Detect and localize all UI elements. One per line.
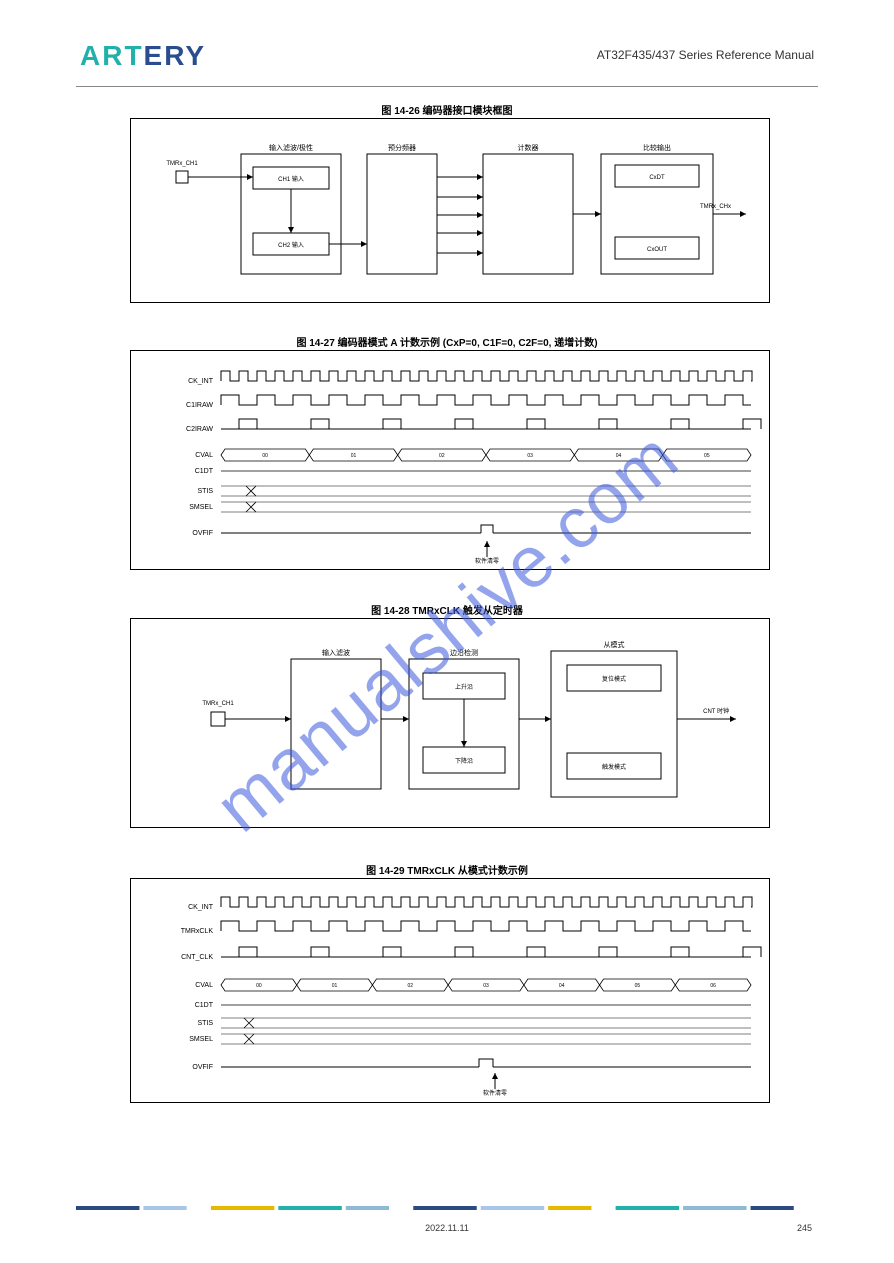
svg-text:05: 05 [635, 983, 641, 989]
svg-text:TMRx_CHx: TMRx_CHx [700, 204, 731, 210]
svg-text:03: 03 [527, 453, 533, 459]
svg-text:边沿检测: 边沿检测 [450, 648, 478, 657]
svg-text:C1IRAW: C1IRAW [186, 402, 213, 409]
svg-text:CxDT: CxDT [649, 175, 665, 181]
svg-text:03: 03 [483, 983, 489, 989]
logo-left: ART [80, 40, 144, 71]
svg-text:04: 04 [559, 983, 565, 989]
header-rule [76, 86, 818, 87]
brand-logo: ARTERY [80, 40, 206, 72]
doc-title: AT32F435/437 Series Reference Manual [597, 48, 814, 62]
svg-text:01: 01 [332, 983, 338, 989]
svg-text:STIS: STIS [197, 1020, 213, 1027]
svg-text:STIS: STIS [197, 488, 213, 495]
svg-text:CH2 输入: CH2 输入 [278, 241, 304, 249]
caption-block1: 图 14-26 编码器接口模块框图 [0, 102, 894, 117]
svg-text:CK_INT: CK_INT [188, 904, 214, 911]
caption-timing1: 图 14-27 编码器模式 A 计数示例 (CxP=0, C1F=0, C2F=… [0, 334, 894, 349]
logo-right: ERY [144, 40, 207, 71]
page: { "meta": { "logo_left": "ART", "logo_ri… [0, 0, 894, 1263]
svg-text:预分频器: 预分频器 [388, 143, 416, 152]
svg-text:CNT_CLK: CNT_CLK [181, 954, 213, 961]
svg-text:SMSEL: SMSEL [189, 504, 213, 511]
figure-timing-2: CK_INT TMRxCLK CNT_CLK CVAL 00 01 02 03 04 05 06 C1… [130, 878, 770, 1103]
svg-text:触发模式: 触发模式 [602, 763, 626, 771]
svg-text:从模式: 从模式 [604, 640, 625, 649]
svg-text:00: 00 [256, 983, 262, 989]
figure-block-diagram-1: TMRx_CH1 输入滤波/极性 CH1 输入 CH2 输入 预分频器 计数器 比较输出 Cx… [130, 118, 770, 303]
svg-text:04: 04 [616, 453, 622, 459]
svg-text:CK_INT: CK_INT [188, 378, 214, 385]
svg-text:02: 02 [439, 453, 445, 459]
caption-timing2: 图 14-29 TMRxCLK 从模式计数示例 [0, 862, 894, 877]
svg-text:输入滤波/极性: 输入滤波/极性 [269, 143, 313, 152]
caption-block2: 图 14-28 TMRxCLK 触发从定时器 [0, 602, 894, 617]
svg-text:00: 00 [262, 453, 268, 459]
svg-text:01: 01 [351, 453, 357, 459]
svg-text:输入滤波: 输入滤波 [322, 648, 350, 657]
svg-text:CH1 输入: CH1 输入 [278, 175, 304, 183]
svg-text:C1DT: C1DT [195, 1002, 214, 1009]
footer-date: 2022.11.11 [0, 1223, 894, 1233]
svg-text:02: 02 [408, 983, 414, 989]
page-number: 245 [797, 1223, 812, 1233]
footer-color-bar [76, 1205, 818, 1211]
svg-text:复位模式: 复位模式 [602, 675, 626, 683]
svg-text:CxOUT: CxOUT [647, 247, 667, 253]
svg-text:C2IRAW: C2IRAW [186, 426, 213, 433]
svg-text:CNT 时钟: CNT 时钟 [703, 707, 729, 715]
svg-text:TMRx_CH1: TMRx_CH1 [166, 161, 198, 167]
svg-text:06: 06 [710, 983, 716, 989]
svg-text:软件清零: 软件清零 [475, 557, 499, 565]
svg-text:05: 05 [704, 453, 710, 459]
svg-text:软件清零: 软件清零 [483, 1089, 507, 1097]
svg-text:OVFIF: OVFIF [192, 530, 213, 537]
figure-timing-1: CK_INT C1IRAW C2IRAW CVAL 00 01 02 03 04 05 C1DT ST… [130, 350, 770, 570]
svg-text:比较输出: 比较输出 [643, 143, 671, 152]
figure-block-diagram-2: TMRx_CH1 输入滤波 边沿检测上升沿下降沿 从模式复位模式触发模式 CNT 时钟 [130, 618, 770, 828]
svg-text:OVFIF: OVFIF [192, 1064, 213, 1071]
svg-text:计数器: 计数器 [518, 143, 539, 152]
svg-text:C1DT: C1DT [195, 468, 214, 475]
svg-text:CVAL: CVAL [195, 452, 213, 459]
svg-text:下降沿: 下降沿 [455, 757, 473, 765]
svg-text:TMRx_CH1: TMRx_CH1 [202, 701, 234, 707]
svg-text:TMRxCLK: TMRxCLK [181, 928, 214, 935]
svg-text:上升沿: 上升沿 [455, 683, 473, 691]
svg-text:SMSEL: SMSEL [189, 1036, 213, 1043]
svg-text:CVAL: CVAL [195, 982, 213, 989]
